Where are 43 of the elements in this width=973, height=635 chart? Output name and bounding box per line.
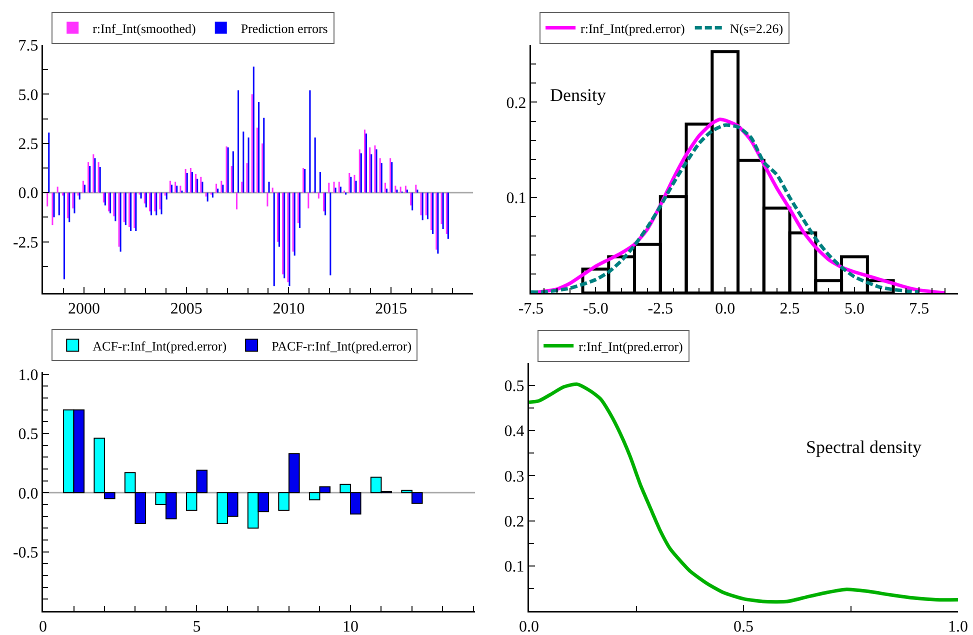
x-tick-label: 1.0 (948, 618, 968, 635)
y-tick-label: 0.5 (18, 426, 38, 444)
x-tick-label: -5.0 (583, 300, 608, 318)
y-tick-label: 0.0 (18, 185, 38, 202)
y-tick-label: 0.4 (504, 423, 524, 440)
legend-label: ACF-r:Inf_Int(pred.error) (92, 338, 227, 354)
x-tick-label: 5.0 (844, 300, 864, 318)
y-tick-label: 0.3 (504, 468, 524, 486)
x-tick-label: 2000 (68, 300, 100, 318)
line-series (529, 382, 958, 604)
x-tick-label: 0 (39, 618, 47, 635)
y-tick-label: 0.2 (506, 94, 526, 112)
x-tick-label: 0.0 (715, 300, 736, 318)
y-tick-label: 0.1 (504, 558, 524, 576)
x-tick-label: 5 (192, 618, 201, 635)
legend-label: r:Inf_Int(smoothed) (92, 20, 196, 36)
legend-label: N(s=2.26) (730, 20, 784, 36)
y-tick-label: 7.5 (18, 38, 38, 55)
x-tick-label: 7.5 (909, 300, 930, 318)
y-tick-label: 0.1 (506, 190, 526, 208)
annotation: Spectral density (806, 437, 922, 457)
x-tick-label: -7.5 (518, 300, 544, 318)
x-tick-label: 0.5 (734, 618, 754, 635)
y-tick-label: 0.2 (504, 513, 524, 530)
x-tick-label: -2.5 (648, 300, 674, 318)
legend-label: r:Inf_Int(pred.error) (578, 338, 683, 354)
y-tick-label: 2.5 (18, 136, 38, 154)
x-tick-label: 0.0 (519, 618, 539, 635)
legend-label: r:Inf_Int(pred.error) (580, 20, 685, 36)
x-tick-label: 2015 (375, 300, 408, 318)
y-tick-label: -0.5 (12, 544, 38, 562)
y-tick-label: 0.0 (18, 485, 38, 502)
y-tick-label: 0.5 (504, 378, 524, 396)
x-tick-label: 2.5 (780, 300, 800, 318)
y-tick-label: -2.5 (12, 234, 38, 252)
annotation: Density (550, 85, 606, 105)
x-tick-label: 10 (342, 618, 358, 635)
legend-label: PACF-r:Inf_Int(pred.error) (272, 338, 412, 354)
x-tick-label: 2005 (170, 300, 202, 318)
x-tick-label: 2010 (272, 300, 305, 318)
y-tick-label: 5.0 (18, 86, 38, 104)
y-tick-label: 1.0 (18, 366, 38, 384)
legend-label: Prediction errors (240, 20, 328, 36)
